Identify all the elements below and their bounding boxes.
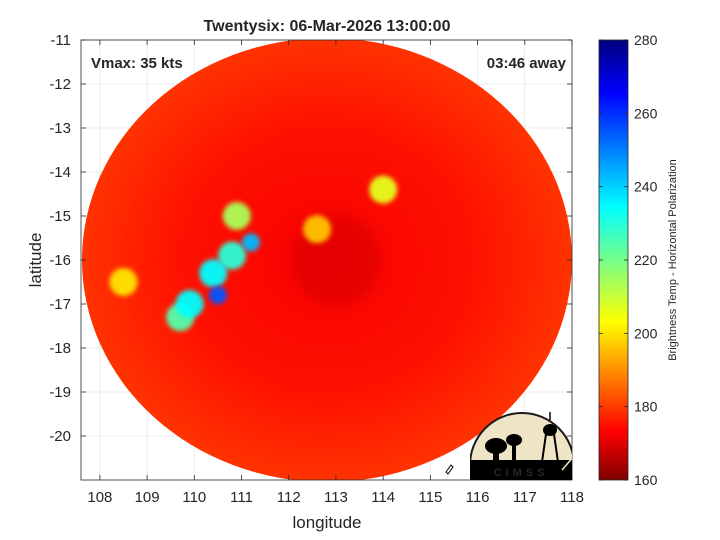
colorbar (598, 39, 629, 481)
colorbar-tick-label: 160 (634, 472, 658, 488)
y-axis-label: latitude (26, 233, 45, 288)
y-tick-label: -15 (49, 208, 71, 225)
y-tick-label: -17 (49, 296, 71, 313)
y-tick-label: -19 (49, 384, 71, 401)
vmax-annotation: Vmax: 35 kts (91, 55, 183, 72)
y-tick-label: -12 (49, 76, 71, 93)
x-tick-label: 110 (182, 489, 206, 506)
y-tick-label: -20 (49, 428, 71, 445)
x-tick-label: 113 (324, 489, 348, 506)
x-tick-label: 111 (230, 489, 253, 506)
colorbar-label: Brightness Temp - Horizontal Polarizatio… (667, 159, 679, 361)
convection-feature (241, 233, 260, 252)
x-tick-labels: 108 109 110 111 112 113 114 115 116 117 118 (87, 489, 584, 506)
chart-title: Twentysix: 06-Mar-2026 13:00:00 (204, 18, 451, 35)
y-tick-label: -13 (49, 120, 71, 137)
colorbar-tick-label: 200 (634, 325, 658, 341)
x-tick-label: 109 (135, 489, 160, 506)
y-tick-labels: -11 -12 -13 -14 -15 -16 -17 -18 -19 -20 (49, 32, 71, 445)
time-away-annotation: 03:46 away (487, 55, 567, 72)
convection-feature (222, 202, 251, 230)
y-tick-label: -18 (49, 340, 71, 357)
x-axis-label: longitude (292, 513, 361, 532)
tick-marks (81, 39, 573, 480)
colorbar-ticks: 280 260 240 220 200 180 160 (599, 32, 658, 488)
x-tick-label: 118 (560, 489, 584, 506)
colorbar-tick-label: 180 (634, 399, 658, 415)
x-tick-label: 108 (87, 489, 112, 506)
convection-features (109, 175, 398, 332)
y-tick-label: -11 (50, 32, 71, 49)
convection-feature (109, 268, 138, 296)
convection-feature (303, 215, 332, 244)
convection-feature (175, 290, 204, 318)
cimss-logo: CIMSS (470, 412, 572, 480)
x-tick-label: 116 (466, 489, 490, 506)
y-tick-label: -16 (49, 252, 71, 269)
colorbar-tick-label: 240 (634, 179, 658, 195)
colorbar-tick-label: 260 (634, 105, 658, 121)
x-tick-label: 112 (277, 489, 301, 506)
x-tick-label: 117 (513, 489, 537, 506)
land-outline (445, 464, 454, 475)
convection-feature (199, 259, 228, 288)
colorbar-tick-label: 280 (634, 32, 658, 48)
convection-feature (369, 175, 398, 204)
colorbar-tick-label: 220 (634, 252, 658, 268)
convection-feature (208, 286, 227, 305)
convection-feature (218, 241, 247, 270)
logo-text: CIMSS (494, 467, 549, 479)
x-tick-label: 114 (371, 489, 395, 506)
y-tick-label: -14 (49, 164, 71, 181)
x-tick-label: 115 (418, 489, 442, 506)
